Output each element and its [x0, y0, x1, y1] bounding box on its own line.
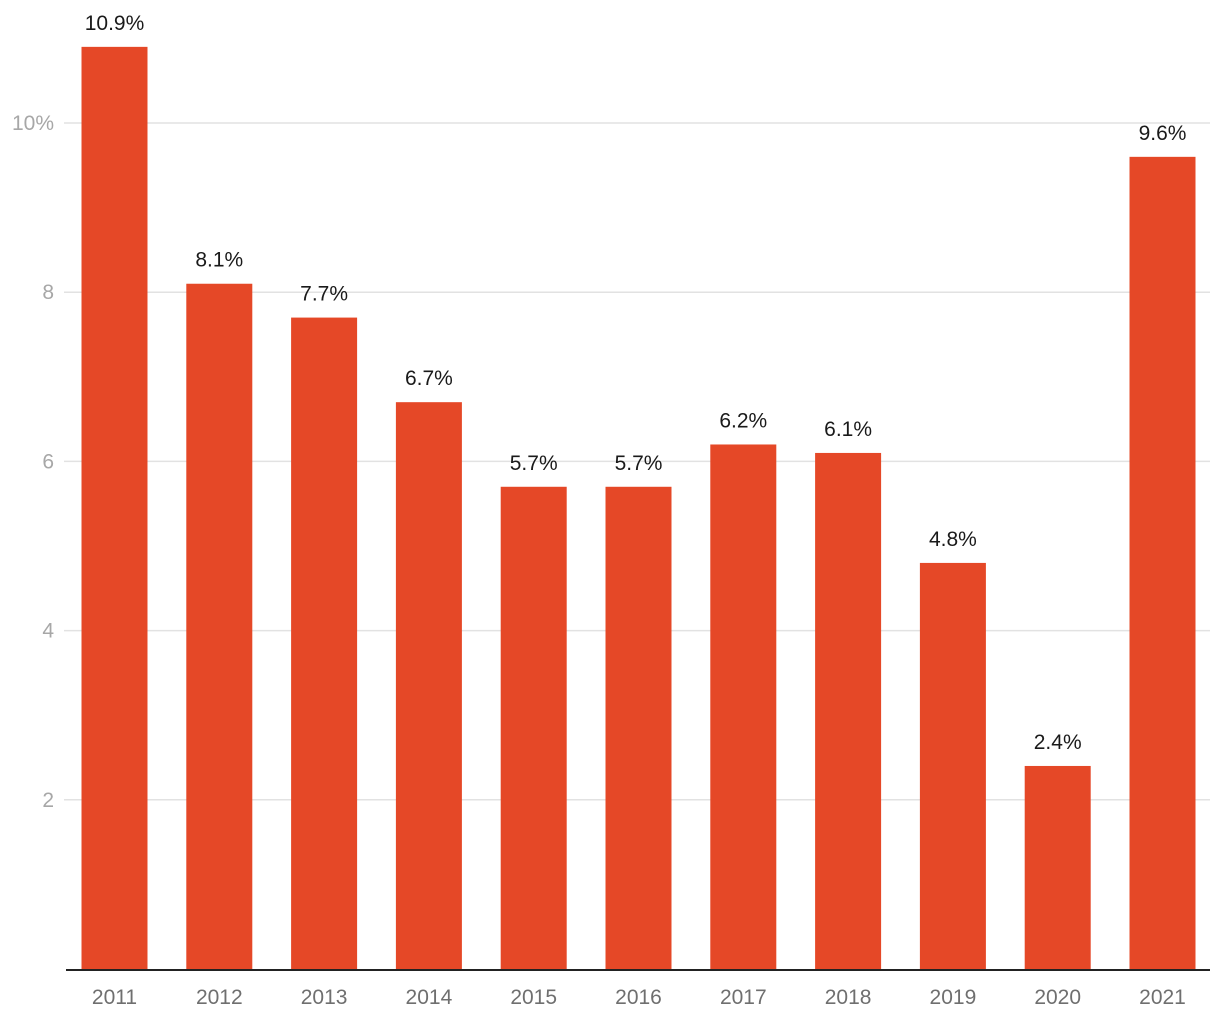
- y-tick-label: 4: [42, 620, 54, 643]
- x-tick-label: 2011: [92, 986, 137, 1009]
- bar-2020: [1024, 765, 1091, 969]
- x-tick-label: 2017: [720, 986, 767, 1009]
- bar-2016: [605, 486, 672, 969]
- x-tick-label: 2018: [825, 986, 872, 1009]
- data-label: 5.7%: [510, 452, 558, 475]
- gridlines: [64, 122, 1210, 801]
- x-tick-label: 2015: [510, 986, 557, 1009]
- bar-2012: [186, 283, 253, 969]
- bar-2015: [500, 486, 567, 969]
- data-label: 4.8%: [929, 528, 977, 551]
- bar-2013: [291, 317, 358, 970]
- y-axis-ticks: 2 4 6 8 10%: [12, 112, 54, 812]
- x-tick-label: 2020: [1034, 986, 1081, 1009]
- bar-2017: [710, 444, 777, 970]
- data-label: 2.4%: [1034, 731, 1082, 754]
- bar-2018: [815, 452, 882, 969]
- y-tick-label: 10%: [12, 112, 54, 135]
- x-tick-label: 2019: [930, 986, 977, 1009]
- x-tick-label: 2021: [1139, 986, 1186, 1009]
- bars: [81, 46, 1196, 970]
- data-label: 6.1%: [824, 418, 872, 441]
- bar-2011: [81, 46, 148, 970]
- y-tick-label: 8: [42, 281, 54, 304]
- data-labels: 10.9% 8.1% 7.7% 6.7% 5.7% 5.7% 6.2% 6.1% 4.8% 2.4…: [85, 12, 1187, 754]
- data-label: 9.6%: [1139, 122, 1187, 145]
- x-tick-label: 2016: [615, 986, 662, 1009]
- bar-2021: [1129, 156, 1196, 970]
- data-label: 10.9%: [85, 12, 145, 35]
- x-tick-label: 2012: [196, 986, 243, 1009]
- bar-2014: [395, 402, 462, 969]
- data-label: 6.2%: [719, 409, 767, 432]
- x-axis-ticks: 2011 2012 2013 2014 2015 2016 2017 2018 2019 2020…: [92, 986, 1186, 1009]
- bar-2019: [919, 562, 986, 969]
- data-label: 7.7%: [300, 283, 348, 306]
- data-label: 6.7%: [405, 367, 453, 390]
- data-label: 8.1%: [195, 249, 243, 272]
- x-tick-label: 2014: [406, 986, 453, 1009]
- y-tick-label: 6: [42, 450, 54, 473]
- y-tick-label: 2: [42, 789, 54, 812]
- data-label: 5.7%: [615, 452, 663, 475]
- x-tick-label: 2013: [301, 986, 348, 1009]
